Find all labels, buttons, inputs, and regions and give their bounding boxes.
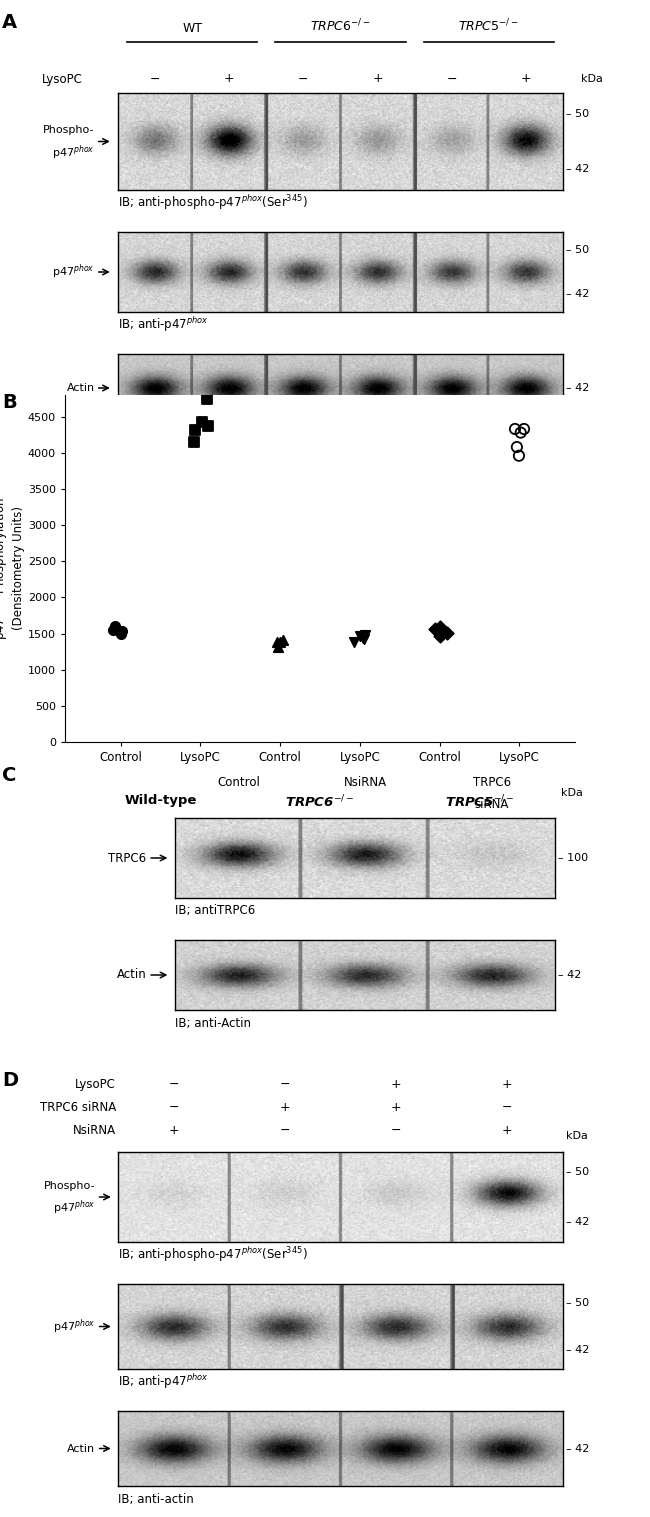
Point (189, 417, 200, 441)
Text: IB; anti-p47$^{phox}$: IB; anti-p47$^{phox}$ (118, 316, 209, 334)
Text: −: − (150, 73, 161, 85)
Text: NsiRNA: NsiRNA (73, 1124, 116, 1138)
Text: – 50: – 50 (566, 1297, 589, 1308)
Text: Phospho-: Phospho- (44, 1182, 96, 1191)
Text: NsiRNA: NsiRNA (343, 775, 387, 789)
Point (519, 417, 529, 441)
Point (197, 410, 207, 434)
Point (202, 414, 213, 438)
Text: −: − (280, 1124, 290, 1138)
Point (272, 630, 282, 654)
Text: siRNA: siRNA (474, 798, 509, 810)
Text: – 42: – 42 (566, 164, 590, 173)
Text: IB; antiTRPC6: IB; antiTRPC6 (175, 904, 255, 918)
Text: – 50: – 50 (566, 1167, 589, 1177)
Text: A: A (2, 14, 17, 32)
Text: – 42: – 42 (566, 1346, 590, 1355)
Point (358, 627, 368, 651)
Point (359, 627, 370, 651)
Point (359, 623, 370, 648)
Point (110, 617, 120, 642)
Text: +: + (168, 1124, 179, 1138)
Text: +: + (391, 1101, 402, 1113)
Point (355, 625, 365, 649)
Text: p47$^{phox}$: p47$^{phox}$ (53, 1198, 96, 1217)
Text: +: + (224, 73, 235, 85)
Text: – 100: – 100 (558, 853, 588, 863)
Text: p47$^{phox}$: p47$^{phox}$ (52, 144, 95, 162)
Point (188, 429, 199, 454)
Text: LysoPC: LysoPC (75, 1079, 116, 1091)
Text: $\it{TRPC6}^{-/-}$: $\it{TRPC6}^{-/-}$ (310, 18, 371, 35)
Text: +: + (502, 1124, 513, 1138)
Text: TRPC6: TRPC6 (473, 775, 511, 789)
Point (349, 630, 359, 654)
Text: IB; anti-actin: IB; anti-actin (118, 1493, 194, 1505)
Text: $\it{TRPC5}^{-/-}$: $\it{TRPC5}^{-/-}$ (458, 18, 519, 35)
Text: Control: Control (217, 775, 260, 789)
Point (116, 622, 126, 646)
Text: kDa: kDa (581, 74, 603, 83)
Point (110, 614, 120, 639)
Text: TRPC6: TRPC6 (109, 851, 146, 865)
Point (273, 634, 283, 658)
Text: – 42: – 42 (566, 1217, 590, 1227)
Text: Actin: Actin (68, 1444, 96, 1453)
Text: C: C (2, 766, 16, 784)
Text: Wild-type: Wild-type (124, 793, 197, 807)
Point (436, 614, 446, 639)
Text: IB; anti-actin: IB; anti-actin (118, 428, 194, 441)
Text: +: + (521, 73, 531, 85)
Point (515, 420, 526, 444)
Text: D: D (2, 1071, 18, 1091)
Point (510, 417, 520, 441)
Text: LysoPC: LysoPC (42, 73, 83, 85)
Point (202, 387, 213, 411)
Text: TRPC6$^{-/-}$: TRPC6$^{-/-}$ (285, 793, 355, 810)
Text: +: + (280, 1101, 290, 1113)
Text: −: − (298, 73, 309, 85)
Text: +: + (391, 1079, 402, 1091)
Point (108, 617, 118, 642)
Point (435, 625, 445, 649)
Text: IB; anti-p47$^{phox}$: IB; anti-p47$^{phox}$ (118, 1373, 209, 1391)
Text: IB; anti-phospho-p47$^{phox}$(Ser$^{345}$): IB; anti-phospho-p47$^{phox}$(Ser$^{345}… (118, 1245, 307, 1265)
Text: kDa: kDa (566, 1132, 588, 1141)
Text: kDa: kDa (562, 789, 583, 798)
Text: Actin: Actin (66, 382, 95, 393)
Text: p47$^{phox}$: p47$^{phox}$ (53, 1317, 96, 1336)
Point (278, 628, 288, 652)
Point (512, 435, 522, 460)
Text: – 50: – 50 (566, 109, 589, 120)
Point (275, 630, 285, 654)
Text: −: − (502, 1101, 513, 1113)
Y-axis label: p47$^{phox}$ Phosphorylation
(Densitometry Units): p47$^{phox}$ Phosphorylation (Densitomet… (0, 498, 25, 640)
Text: B: B (2, 393, 17, 413)
Text: – 42: – 42 (566, 1444, 590, 1453)
Text: – 42: – 42 (558, 969, 581, 980)
Text: TRPC5$^{-/-}$: TRPC5$^{-/-}$ (445, 793, 514, 810)
Text: Phospho-: Phospho- (43, 124, 95, 135)
Text: Actin: Actin (117, 968, 146, 981)
Text: −: − (280, 1079, 290, 1091)
Text: p47$^{phox}$: p47$^{phox}$ (52, 262, 95, 281)
Point (430, 617, 440, 642)
Text: IB; anti-phospho-p47$^{phox}$(Ser$^{345}$): IB; anti-phospho-p47$^{phox}$(Ser$^{345}… (118, 194, 307, 212)
Text: −: − (391, 1124, 402, 1138)
Text: −: − (447, 73, 457, 85)
Point (117, 619, 127, 643)
Text: +: + (372, 73, 383, 85)
Text: – 42: – 42 (566, 382, 590, 393)
Text: TRPC6 siRNA: TRPC6 siRNA (40, 1101, 116, 1113)
Text: – 50: – 50 (566, 244, 589, 255)
Text: WT: WT (182, 21, 202, 35)
Point (442, 620, 452, 645)
Text: +: + (502, 1079, 513, 1091)
Text: −: − (168, 1101, 179, 1113)
Text: – 42: – 42 (566, 290, 590, 299)
Point (514, 443, 524, 467)
Text: −: − (168, 1079, 179, 1091)
Text: IB; anti-Actin: IB; anti-Actin (175, 1016, 251, 1030)
